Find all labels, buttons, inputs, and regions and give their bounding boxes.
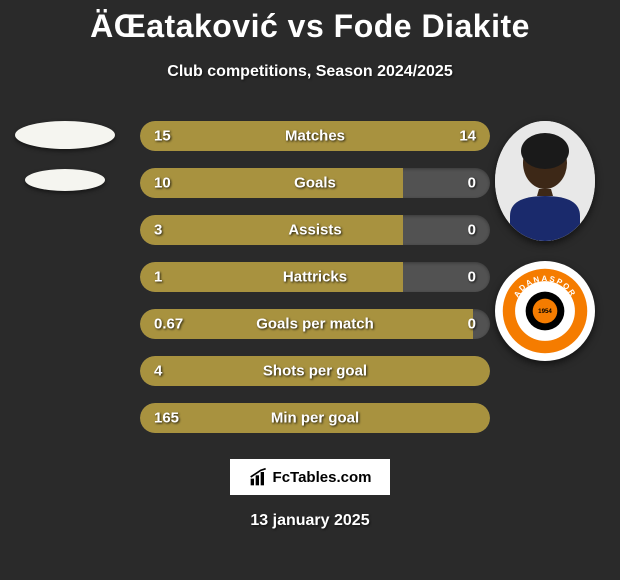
stat-row: 4 Shots per goal — [140, 356, 490, 386]
stat-row: 165 Min per goal — [140, 403, 490, 433]
svg-text:1954: 1954 — [538, 308, 552, 315]
stats-bars: 15Matches1410Goals03Assists01Hattricks00… — [140, 121, 490, 433]
stat-value-left: 1 — [154, 269, 162, 286]
page-title: ÄŒataković vs Fode Diakite — [0, 0, 620, 45]
right-player-photo — [495, 121, 595, 241]
right-player-column: 1954 ADANASPOR — [490, 121, 600, 361]
stat-row: 10 Goals 0 — [140, 168, 490, 198]
stat-value-right: 0 — [468, 269, 476, 286]
stat-label: Min per goal — [271, 410, 359, 427]
stat-row: 0.67 Goals per match 0 — [140, 309, 490, 339]
left-player-column — [10, 121, 120, 191]
left-club-placeholder — [25, 169, 105, 191]
stat-value-right: 0 — [468, 175, 476, 192]
footer-date: 13 january 2025 — [250, 512, 369, 530]
left-player-placeholder — [15, 121, 115, 149]
stat-value-left: 3 — [154, 222, 162, 239]
stat-value-left: 10 — [154, 175, 171, 192]
stat-row: 1 Hattricks 0 — [140, 262, 490, 292]
stat-value-left: 165 — [154, 410, 179, 427]
stat-row: 15 Matches 14 — [140, 121, 490, 151]
stat-bar-left — [140, 168, 403, 198]
stat-label: Goals — [294, 175, 336, 192]
stat-value-right: 14 — [459, 128, 476, 145]
stat-bar-left — [140, 262, 403, 292]
footer-brand-logo: FcTables.com — [230, 459, 390, 495]
right-club-badge: 1954 ADANASPOR — [495, 261, 595, 361]
footer-brand-text: FcTables.com — [273, 469, 372, 486]
stat-label: Goals per match — [256, 316, 374, 333]
stat-bar-left — [140, 215, 403, 245]
stat-label: Shots per goal — [263, 363, 367, 380]
stat-value-left: 4 — [154, 363, 162, 380]
stat-row: 3 Assists 0 — [140, 215, 490, 245]
season-subtitle: Club competitions, Season 2024/2025 — [0, 63, 620, 81]
stat-value-left: 15 — [154, 128, 171, 145]
stat-label: Matches — [285, 128, 345, 145]
stat-value-right: 0 — [468, 222, 476, 239]
stat-label: Hattricks — [283, 269, 347, 286]
stat-label: Assists — [288, 222, 341, 239]
stat-value-left: 0.67 — [154, 316, 183, 333]
stat-value-right: 0 — [468, 316, 476, 333]
